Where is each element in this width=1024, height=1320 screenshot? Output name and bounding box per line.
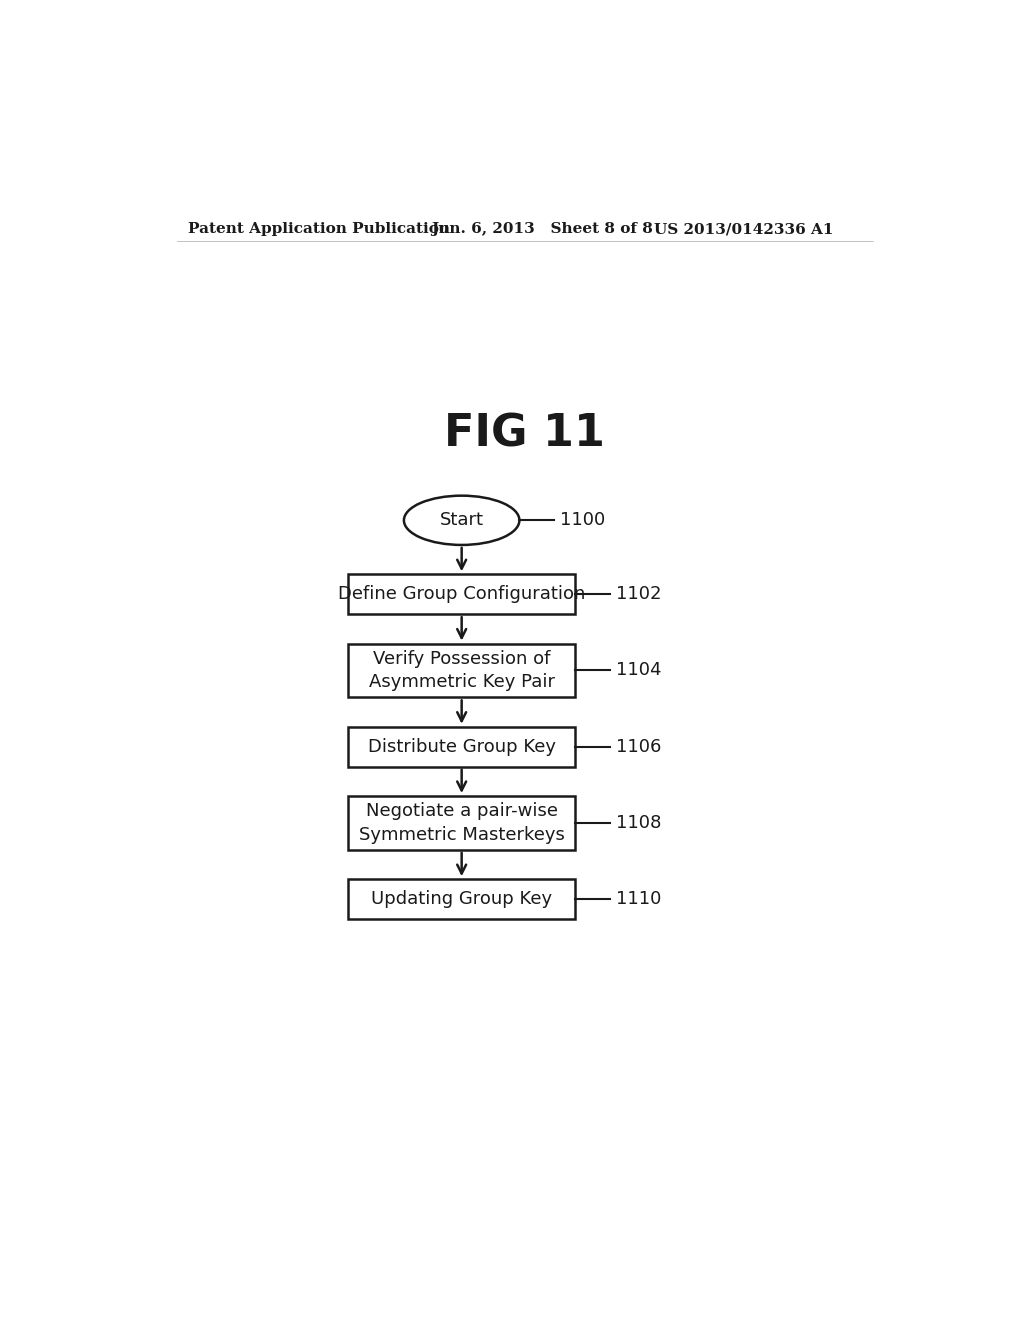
Bar bbox=[348, 644, 575, 697]
Text: Negotiate a pair-wise
Symmetric Masterkeys: Negotiate a pair-wise Symmetric Masterke… bbox=[358, 803, 564, 843]
Text: Jun. 6, 2013   Sheet 8 of 8: Jun. 6, 2013 Sheet 8 of 8 bbox=[431, 222, 652, 236]
Text: Patent Application Publication: Patent Application Publication bbox=[188, 222, 451, 236]
Text: 1100: 1100 bbox=[560, 511, 605, 529]
Text: 1106: 1106 bbox=[616, 738, 662, 755]
Text: 1104: 1104 bbox=[616, 661, 662, 680]
Text: Start: Start bbox=[439, 511, 483, 529]
Text: Updating Group Key: Updating Group Key bbox=[371, 890, 552, 908]
Text: 1110: 1110 bbox=[616, 890, 662, 908]
Text: Distribute Group Key: Distribute Group Key bbox=[368, 738, 556, 755]
Text: 1108: 1108 bbox=[616, 814, 662, 832]
Bar bbox=[348, 726, 575, 767]
Text: US 2013/0142336 A1: US 2013/0142336 A1 bbox=[654, 222, 834, 236]
Bar bbox=[348, 574, 575, 614]
Bar bbox=[348, 879, 575, 919]
Text: 1102: 1102 bbox=[616, 585, 662, 603]
Text: FIG 11: FIG 11 bbox=[444, 413, 605, 455]
Text: Verify Possession of
Asymmetric Key Pair: Verify Possession of Asymmetric Key Pair bbox=[369, 649, 555, 692]
Bar bbox=[348, 796, 575, 850]
Text: Define Group Configuration: Define Group Configuration bbox=[338, 585, 586, 603]
